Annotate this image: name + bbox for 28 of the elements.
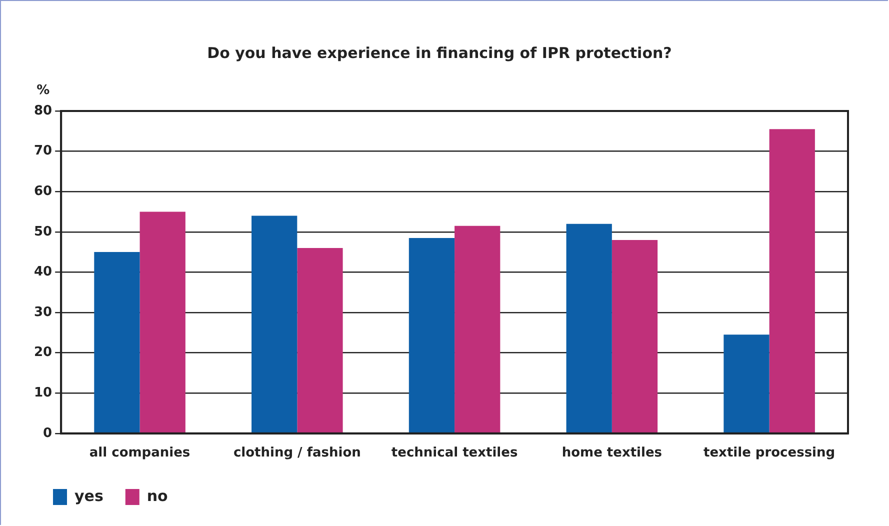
y-axis-title: % [36, 82, 50, 98]
y-tick-label: 40 [34, 264, 52, 280]
y-tick-label: 70 [34, 144, 52, 159]
bar [612, 240, 658, 433]
y-tick-label: 0 [43, 426, 52, 441]
legend-label: yes [74, 486, 104, 505]
y-tick-label: 50 [34, 224, 52, 240]
bar [140, 212, 186, 433]
bar [94, 252, 140, 433]
bar [724, 334, 770, 433]
x-tick-label: all companies [89, 446, 190, 461]
legend-label: no [146, 486, 168, 505]
x-tick-label: clothing / fashion [233, 446, 361, 461]
y-tick-label: 20 [34, 345, 52, 360]
bar [566, 224, 612, 433]
x-tick-label: technical textiles [391, 446, 518, 461]
bar [408, 238, 455, 433]
y-tick-label: 10 [34, 385, 52, 400]
bar [769, 129, 815, 433]
y-tick-label: 80 [34, 103, 52, 118]
y-tick-label: 60 [34, 184, 52, 199]
bar [297, 248, 343, 433]
x-tick-label: home textiles [562, 446, 662, 461]
y-tick-label: 30 [34, 304, 52, 320]
bar [252, 216, 298, 433]
x-tick-label: textile processing [704, 446, 836, 461]
chart-title: Do you have experience in financing of IPR protection? [207, 44, 672, 62]
bar [454, 226, 500, 433]
